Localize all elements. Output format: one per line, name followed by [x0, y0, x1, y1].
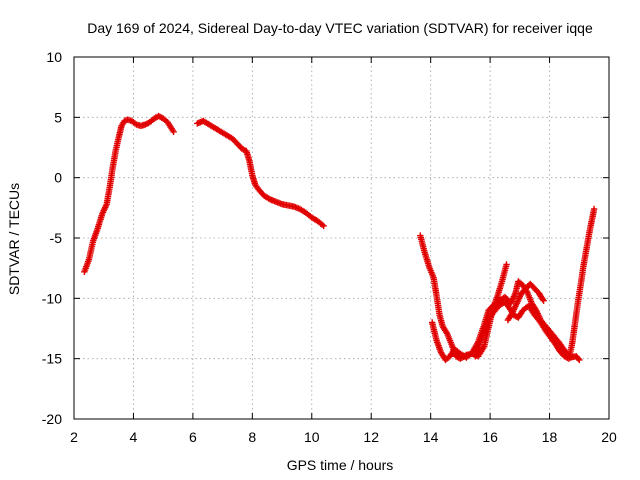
- x-tick-label: 14: [423, 429, 439, 445]
- x-tick-label: 12: [363, 429, 379, 445]
- series-track-2: [194, 117, 327, 230]
- x-tick-label: 6: [189, 429, 197, 445]
- data-point: [575, 355, 582, 362]
- y-tick-label: -5: [50, 230, 63, 246]
- data-point: [539, 296, 546, 303]
- x-tick-label: 2: [70, 429, 78, 445]
- y-tick-label: 5: [54, 109, 62, 125]
- data-points: [81, 112, 598, 364]
- series-track-6: [504, 280, 547, 324]
- y-tick-label: -15: [42, 351, 62, 367]
- series-track-5: [472, 205, 598, 362]
- chart-title: Day 169 of 2024, Sidereal Day-to-day VTE…: [87, 20, 593, 36]
- y-tick-label: -20: [42, 411, 62, 427]
- data-point: [576, 356, 583, 364]
- x-tick-label: 10: [304, 429, 320, 445]
- y-tick-label: -10: [42, 290, 62, 306]
- x-tick-label: 20: [601, 429, 617, 445]
- data-point: [503, 261, 510, 268]
- y-tick-label: 0: [54, 170, 62, 186]
- y-axis-label: SDTVAR / TECUs: [6, 183, 22, 295]
- y-tick-label: 10: [46, 49, 62, 65]
- x-tick-label: 8: [248, 429, 256, 445]
- x-axis-label: GPS time / hours: [287, 457, 394, 473]
- grid: [74, 57, 609, 419]
- data-point: [590, 205, 598, 213]
- data-point: [320, 222, 327, 230]
- x-tick-label: 4: [130, 429, 138, 445]
- x-tick-label: 18: [542, 429, 558, 445]
- data-point: [540, 297, 547, 304]
- series-track-1: [81, 112, 177, 275]
- x-tick-label: 16: [482, 429, 498, 445]
- data-point: [170, 128, 177, 135]
- axis-ticks: 2 4 6 8 10 12 14 16 18 20 -20 -15 -10 -5 0 5 10: [42, 49, 617, 445]
